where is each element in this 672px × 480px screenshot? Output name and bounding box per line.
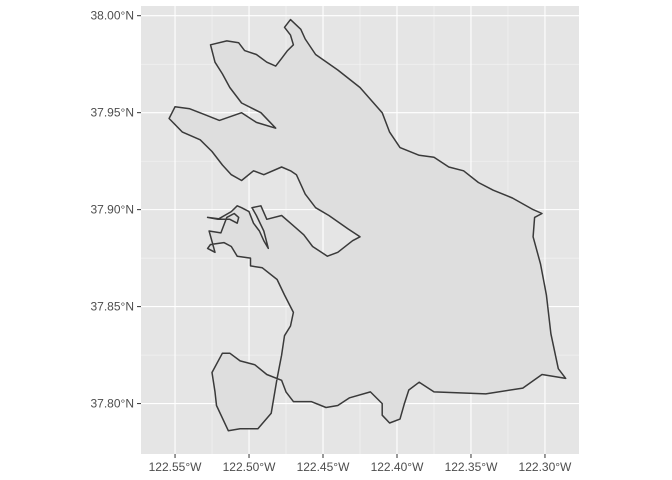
x-tick-label: 122.50°W <box>223 460 277 474</box>
y-tick-label: 37.90°N <box>91 203 135 217</box>
land-boundary <box>168 18 567 432</box>
x-tick-label: 122.30°W <box>519 460 573 474</box>
x-tick-label: 122.40°W <box>371 460 425 474</box>
x-tick-label: 122.35°W <box>445 460 499 474</box>
y-axis: 38.00°N 37.95°N 37.90°N 37.85°N 37.80°N <box>91 9 141 411</box>
y-tick-label: 37.85°N <box>91 300 135 314</box>
y-tick-label: 37.95°N <box>91 106 135 120</box>
y-tick-label: 38.00°N <box>91 9 135 23</box>
x-tick-label: 122.45°W <box>297 460 351 474</box>
x-tick-label: 122.55°W <box>149 460 203 474</box>
x-axis: 122.55°W 122.50°W 122.45°W 122.40°W 122.35°W… <box>149 454 572 474</box>
y-tick-label: 37.80°N <box>91 397 135 411</box>
